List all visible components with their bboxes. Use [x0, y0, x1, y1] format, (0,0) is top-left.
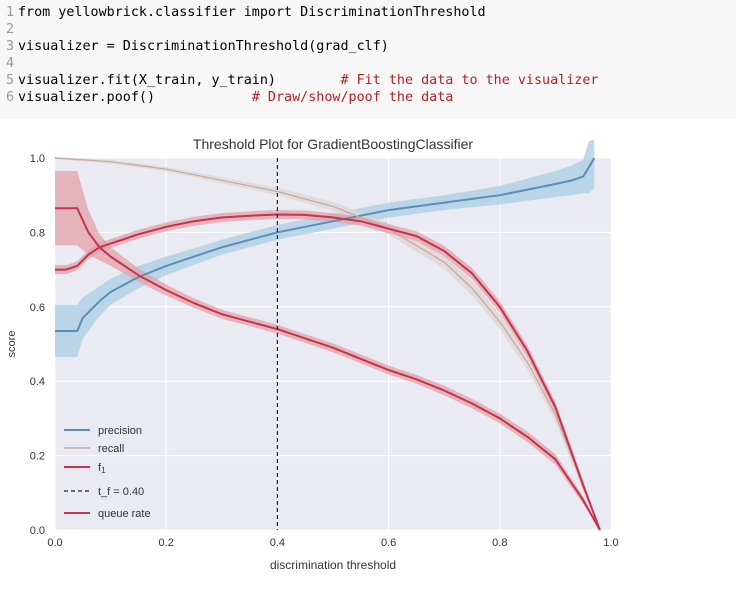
legend-label-threshold: t_f = 0.40: [98, 486, 144, 498]
y-tick-label: 0.6: [30, 302, 45, 314]
x-tick-label: 0.6: [381, 537, 396, 549]
line-precision: [55, 157, 596, 332]
legend: precision recall f1 t_f = 0.40 queue rat…: [64, 425, 151, 520]
x-tick-labels: 0.0 0.2 0.4 0.6 0.8 1.0: [47, 537, 618, 549]
line-number: 6: [5, 90, 14, 105]
code-text: visualizer.poof() # Draw/show/poof the d…: [14, 89, 453, 106]
band-f1: [55, 210, 600, 530]
line-number: 1: [5, 5, 14, 20]
y-axis-label: score: [6, 331, 18, 358]
legend-label-precision: precision: [98, 425, 142, 437]
legend-label-queue-rate: queue rate: [98, 508, 151, 520]
y-tick-label: 1.0: [30, 153, 45, 165]
code-cell[interactable]: 1 from yellowbrick.classifier import Disc…: [0, 0, 736, 119]
y-tick-label: 0.2: [30, 451, 45, 463]
line-number: 5: [5, 73, 14, 88]
x-tick-label: 0.2: [159, 537, 174, 549]
threshold-plot: 0.0 0.2 0.4 0.6 0.8 1.0 0.0 0.2 0.4 0.6 0.8 1.0 Th…: [6, 136, 619, 572]
x-axis-label: discrimination threshold: [270, 558, 396, 572]
y-tick-label: 0.4: [30, 376, 45, 388]
code-line-5: 5 visualizer.fit(X_train, y_train) # Fit …: [0, 72, 599, 89]
line-f1: [55, 213, 601, 531]
line-recall: [54, 157, 601, 531]
x-tick-label: 0.4: [270, 537, 285, 549]
code-comment: # Draw/show/poof the data: [251, 90, 454, 105]
code-text-main: visualizer.poof(): [18, 90, 252, 105]
code-comment: # Fit the data to the visualizer: [340, 73, 599, 88]
y-tick-label: 0.8: [30, 227, 45, 239]
x-tick-label: 0.8: [492, 537, 507, 549]
chart-title: Threshold Plot for GradientBoostingClass…: [193, 136, 473, 152]
code-text: from yellowbrick.classifier import Discr…: [18, 5, 486, 20]
code-line-1: 1 from yellowbrick.classifier import Disc…: [0, 4, 486, 21]
code-line-6: 6 visualizer.poof() # Draw/show/poof the …: [0, 89, 453, 106]
line-number: 2: [5, 22, 14, 37]
code-text: visualizer = DiscriminationThreshold(gra…: [18, 39, 389, 54]
legend-label-recall: recall: [98, 443, 124, 455]
line-number: 3: [5, 39, 14, 54]
line-number: 4: [5, 56, 14, 71]
series-lines: [54, 157, 601, 531]
x-tick-label: 0.0: [47, 537, 62, 549]
y-tick-labels: 0.0 0.2 0.4 0.6 0.8 1.0: [30, 153, 45, 537]
code-text-main: visualizer.fit(X_train, y_train): [18, 73, 341, 88]
line-queue-rate: [55, 207, 601, 531]
code-line-2: 2: [0, 21, 18, 38]
legend-label-f1: f1: [98, 462, 106, 475]
y-tick-label: 0.0: [30, 525, 45, 537]
code-text: visualizer.fit(X_train, y_train) # Fit t…: [14, 72, 598, 89]
confidence-bands: [55, 139, 600, 530]
code-line-3: 3 visualizer = DiscriminationThreshold(gr…: [0, 38, 389, 55]
band-precision: [55, 139, 595, 357]
x-tick-label: 1.0: [603, 537, 618, 549]
code-line-4: 4: [0, 55, 18, 72]
